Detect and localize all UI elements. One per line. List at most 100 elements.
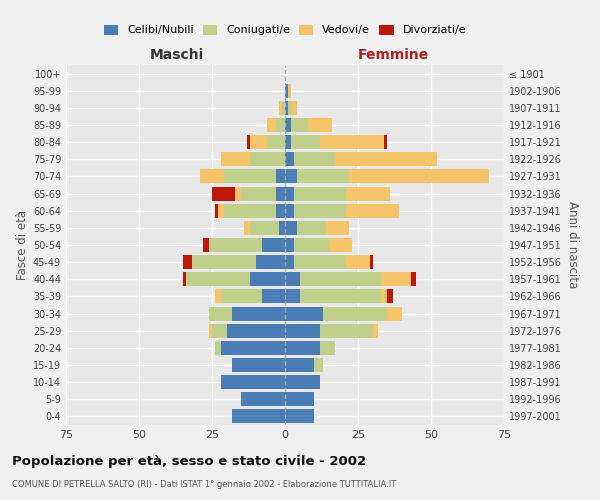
Bar	[282, 101, 285, 115]
Bar	[285, 392, 314, 406]
Bar	[191, 255, 256, 269]
Bar	[285, 410, 314, 424]
Bar	[346, 186, 390, 200]
Bar	[299, 272, 382, 286]
Bar	[299, 290, 382, 304]
Bar	[326, 221, 349, 235]
Text: Femmine: Femmine	[358, 48, 428, 62]
Bar	[244, 221, 250, 235]
Bar	[285, 186, 294, 200]
Bar	[215, 290, 221, 304]
Bar	[232, 410, 285, 424]
Bar	[212, 324, 227, 338]
Bar	[232, 358, 285, 372]
Bar	[314, 358, 323, 372]
Bar	[285, 255, 294, 269]
Bar	[387, 306, 402, 320]
Text: Maschi: Maschi	[150, 48, 204, 62]
Bar	[209, 306, 232, 320]
Bar	[346, 255, 370, 269]
Bar	[221, 341, 285, 355]
Bar	[250, 221, 279, 235]
Bar	[320, 341, 335, 355]
Bar	[382, 290, 387, 304]
Bar	[285, 101, 288, 115]
Bar	[308, 118, 332, 132]
Bar	[256, 255, 285, 269]
Bar	[212, 186, 235, 200]
Bar	[276, 170, 285, 183]
Legend: Celibi/Nubili, Coniugati/e, Vedovi/e, Divorziati/e: Celibi/Nubili, Coniugati/e, Vedovi/e, Di…	[100, 20, 470, 40]
Bar	[183, 272, 186, 286]
Bar	[262, 238, 285, 252]
Bar	[268, 118, 276, 132]
Bar	[384, 135, 387, 149]
Bar	[285, 358, 314, 372]
Bar	[221, 290, 262, 304]
Bar	[349, 170, 490, 183]
Bar	[183, 255, 191, 269]
Bar	[276, 204, 285, 218]
Bar	[285, 204, 294, 218]
Bar	[285, 306, 323, 320]
Bar	[276, 118, 285, 132]
Bar	[320, 135, 384, 149]
Bar	[247, 135, 250, 149]
Bar	[276, 186, 285, 200]
Bar	[370, 255, 373, 269]
Bar	[215, 341, 221, 355]
Bar	[224, 170, 276, 183]
Bar	[294, 152, 335, 166]
Bar	[285, 170, 296, 183]
Bar	[285, 152, 294, 166]
Bar	[218, 204, 224, 218]
Bar	[285, 324, 320, 338]
Bar	[285, 272, 299, 286]
Bar	[186, 272, 250, 286]
Bar	[241, 392, 285, 406]
Bar	[373, 324, 379, 338]
Bar	[294, 238, 329, 252]
Bar	[279, 101, 282, 115]
Text: COMUNE DI PETRELLA SALTO (RI) - Dati ISTAT 1° gennaio 2002 - Elaborazione TUTTIT: COMUNE DI PETRELLA SALTO (RI) - Dati IST…	[12, 480, 396, 489]
Bar	[291, 101, 296, 115]
Bar	[200, 170, 224, 183]
Bar	[323, 306, 387, 320]
Bar	[288, 101, 291, 115]
Bar	[291, 135, 320, 149]
Text: Popolazione per età, sesso e stato civile - 2002: Popolazione per età, sesso e stato civil…	[12, 455, 366, 468]
Bar	[250, 272, 285, 286]
Bar	[294, 255, 346, 269]
Bar	[221, 375, 285, 389]
Bar	[294, 186, 346, 200]
Bar	[227, 324, 285, 338]
Bar	[285, 118, 291, 132]
Bar	[288, 84, 291, 98]
Bar	[279, 221, 285, 235]
Bar	[285, 375, 320, 389]
Bar	[285, 135, 291, 149]
Bar	[285, 84, 288, 98]
Bar	[387, 290, 393, 304]
Bar	[215, 204, 218, 218]
Bar	[232, 306, 285, 320]
Bar	[221, 152, 250, 166]
Bar	[296, 170, 349, 183]
Bar	[262, 290, 285, 304]
Bar	[320, 324, 373, 338]
Bar	[285, 238, 294, 252]
Bar	[294, 204, 346, 218]
Bar	[410, 272, 416, 286]
Bar	[285, 341, 320, 355]
Bar	[209, 238, 262, 252]
Bar	[382, 272, 410, 286]
Bar	[235, 186, 241, 200]
Bar	[268, 135, 285, 149]
Bar	[291, 118, 308, 132]
Bar	[209, 324, 212, 338]
Bar	[250, 152, 285, 166]
Bar	[203, 238, 209, 252]
Bar	[285, 221, 296, 235]
Bar	[335, 152, 437, 166]
Y-axis label: Anni di nascita: Anni di nascita	[566, 202, 579, 288]
